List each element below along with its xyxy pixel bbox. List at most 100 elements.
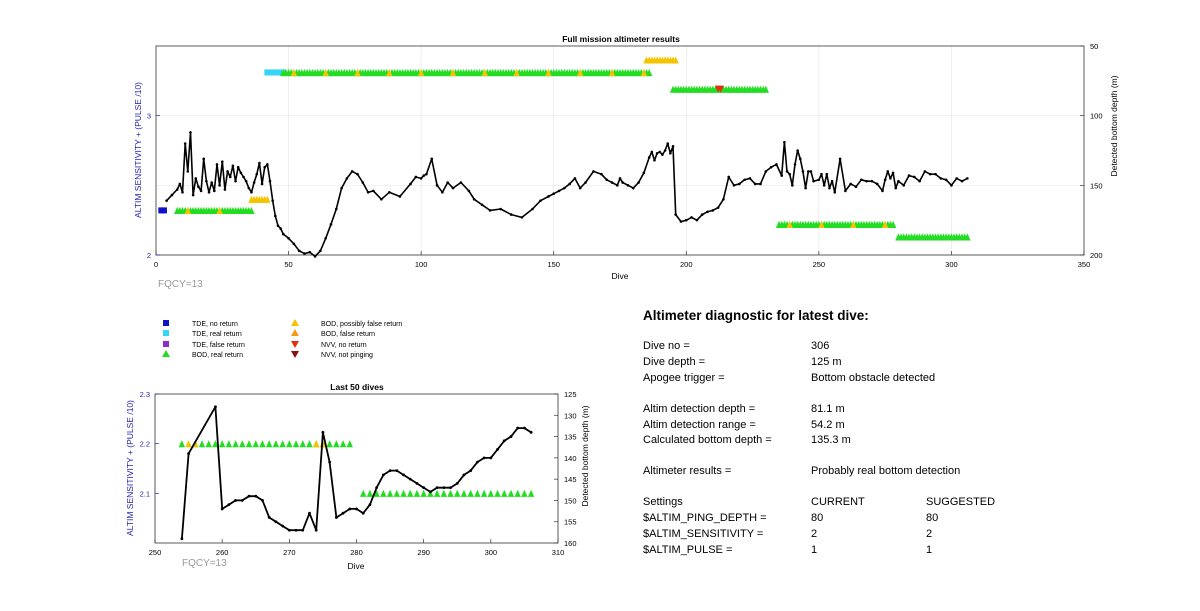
triangle-up-marker-icon <box>291 329 299 336</box>
legend-item-bod-possibly-false-return: BOD, possibly false return <box>291 319 402 328</box>
data-point <box>859 178 863 182</box>
legend-label: TDE, no return <box>192 321 238 328</box>
last-50-y-right-tick-label: 135 <box>564 433 577 442</box>
data-point <box>496 447 499 451</box>
data-point <box>472 197 476 201</box>
data-point <box>409 182 412 186</box>
data-point <box>669 151 672 155</box>
calculated-bottom-depth-row: Calculated bottom depth = 135.3 m <box>643 434 1183 448</box>
data-point <box>422 486 426 490</box>
data-marker <box>259 440 266 448</box>
data-marker <box>354 68 361 77</box>
data-point <box>308 250 312 254</box>
data-point <box>616 184 619 187</box>
data-point <box>480 203 484 207</box>
data-point <box>234 499 238 502</box>
data-marker <box>672 56 679 64</box>
legend-label: BOD, possibly false return <box>321 321 402 328</box>
data-point <box>425 172 428 176</box>
data-point <box>408 477 412 481</box>
data-point <box>165 199 168 202</box>
data-point <box>663 149 667 152</box>
data-point <box>430 157 434 161</box>
data-point <box>647 156 651 159</box>
data-marker <box>212 440 219 448</box>
data-point <box>189 131 192 134</box>
last-50-y-left-tick-label: 2.2 <box>140 440 150 449</box>
data-point <box>509 435 513 438</box>
data-point <box>329 223 333 226</box>
data-point <box>428 490 432 494</box>
data-marker <box>400 489 407 497</box>
current-header: CURRENT <box>811 496 865 508</box>
data-point <box>449 486 452 490</box>
data-point <box>260 182 264 186</box>
data-point <box>345 177 349 180</box>
data-point <box>806 170 810 173</box>
data-point <box>944 178 948 182</box>
data-point <box>239 171 243 175</box>
data-point <box>516 426 520 430</box>
main-x-tick-label: 300 <box>945 260 958 269</box>
data-point <box>793 163 797 166</box>
last-50-y-right-tick-label: 160 <box>564 539 577 548</box>
data-point <box>455 482 459 485</box>
data-point <box>547 195 550 198</box>
data-point <box>451 186 455 190</box>
data-point <box>301 528 305 532</box>
data-point <box>279 227 282 230</box>
data-point <box>655 151 659 155</box>
data-point <box>830 179 834 183</box>
dive-depth-value: 125 m <box>811 356 842 368</box>
data-point <box>355 507 358 511</box>
last-50-chart-y-left-label: ALTIM SENSITIVITY + (PULSE /10) <box>125 400 135 536</box>
triangle-up-marker-icon <box>162 350 170 357</box>
data-point <box>791 184 794 187</box>
data-point <box>287 528 291 532</box>
square-marker-icon <box>163 320 169 326</box>
bottom-depth-line <box>181 405 532 539</box>
data-point <box>303 252 306 255</box>
data-point <box>529 430 533 434</box>
data-point <box>907 174 911 177</box>
data-point <box>250 191 253 194</box>
data-point <box>462 473 466 477</box>
data-point <box>671 145 675 148</box>
data-point <box>308 511 311 515</box>
calculated-bottom-depth-label: Calculated bottom depth = <box>643 434 772 446</box>
data-point <box>499 207 502 211</box>
setting-name: $ALTIM_SENSITIVITY = <box>643 528 764 540</box>
data-point <box>178 182 182 186</box>
data-marker <box>514 489 521 497</box>
data-marker <box>513 68 520 77</box>
data-point <box>469 469 473 473</box>
altim-detection-depth-value: 81.1 m <box>811 403 845 415</box>
data-point <box>748 177 752 180</box>
data-point <box>419 177 423 180</box>
suggested-header: SUGGESTED <box>926 496 996 508</box>
data-marker <box>717 85 724 93</box>
bottom-depth-line <box>166 131 968 258</box>
data-point <box>881 189 884 193</box>
data-point <box>247 186 251 190</box>
last-50-x-tick-label: 300 <box>485 548 498 557</box>
data-point <box>197 185 200 189</box>
last-50-y-right-tick-label: 140 <box>564 454 577 463</box>
last-50-x-tick-label: 280 <box>350 548 363 557</box>
data-point <box>218 184 221 187</box>
data-point <box>226 170 229 173</box>
data-point <box>388 469 392 473</box>
data-point <box>798 157 802 161</box>
data-marker <box>645 68 653 77</box>
data-point <box>796 149 799 152</box>
data-marker <box>160 207 167 214</box>
data-marker <box>964 233 971 241</box>
data-marker <box>248 206 255 215</box>
data-point <box>557 189 561 193</box>
data-marker <box>501 489 508 497</box>
data-point <box>897 179 900 183</box>
data-marker <box>245 440 253 448</box>
legend-item-nvv-no-return: NVV, no return <box>291 341 367 349</box>
data-point <box>637 181 640 184</box>
data-point <box>415 482 419 485</box>
